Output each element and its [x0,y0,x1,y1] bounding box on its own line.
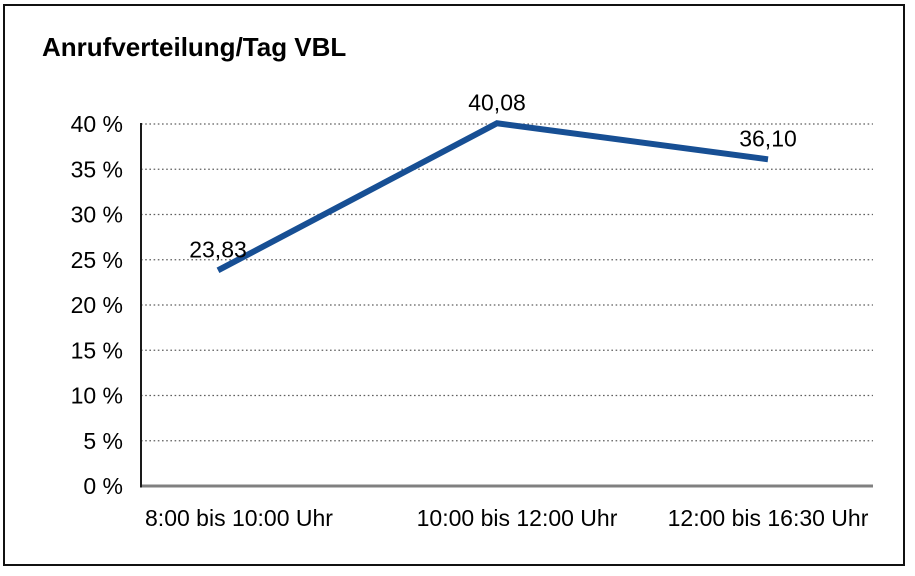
y-tick-label: 0 % [83,473,123,499]
data-label: 23,83 [189,236,247,262]
data-series-line [216,120,769,273]
y-tick-label: 10 % [71,383,123,409]
chart-title: Anrufverteilung/Tag VBL [42,32,347,62]
y-tick-label: 35 % [71,156,123,182]
x-category-label: 12:00 bis 16:30 Uhr [668,505,869,531]
chart-frame [3,4,905,566]
y-tick-label: 5 % [83,428,123,454]
data-label: 40,08 [468,89,526,115]
y-tick-label: 40 % [71,111,123,137]
data-label: 36,10 [739,125,797,151]
y-tick-label: 25 % [71,247,123,273]
y-tick-label: 20 % [71,292,123,318]
y-tick-label: 30 % [71,202,123,228]
y-tick-label: 15 % [71,337,123,363]
x-category-label: 8:00 bis 10:00 Uhr [145,505,333,531]
x-category-label: 10:00 bis 12:00 Uhr [417,505,618,531]
